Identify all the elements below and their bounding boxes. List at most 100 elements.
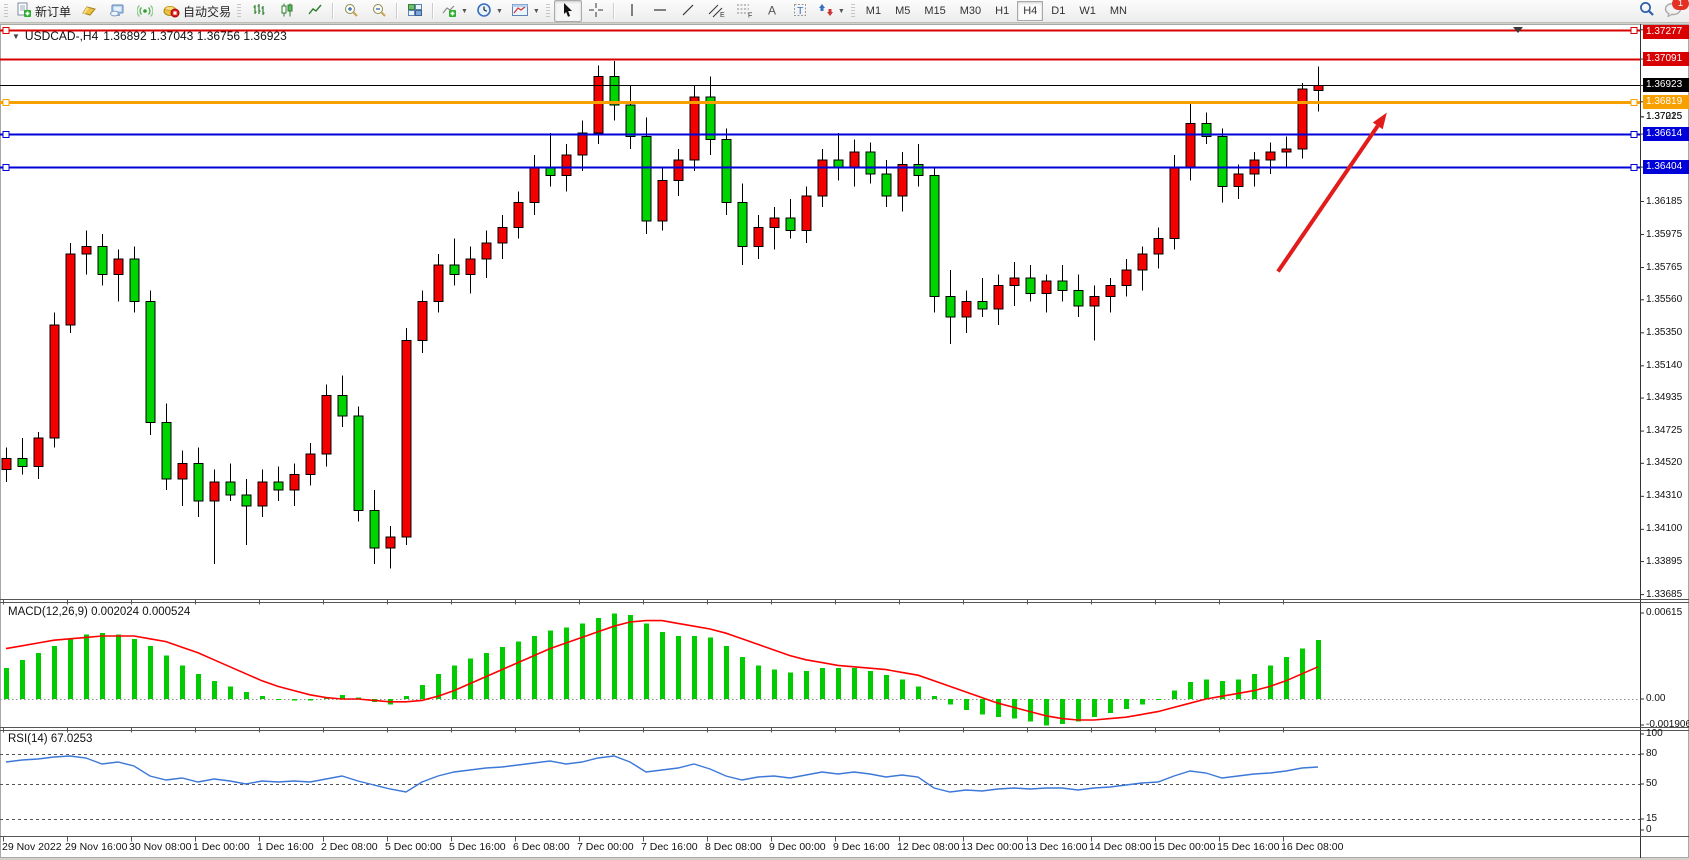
rsi-value: 67.0253	[50, 733, 93, 745]
time-tick-label: 29 Nov 16:00	[65, 841, 128, 853]
time-tick-label: 9 Dec 00:00	[769, 841, 826, 853]
line-handle[interactable]	[2, 27, 10, 34]
macd-signal-value: 0.000524	[142, 606, 191, 618]
tf-button-MN[interactable]: MN	[1109, 5, 1127, 17]
time-tick-label: 30 Nov 08:00	[129, 841, 192, 853]
autotrading-icon	[163, 2, 180, 21]
line-handle[interactable]	[2, 164, 10, 171]
toolbar: 新订单 自动交易	[0, 0, 1689, 23]
price-badge-1.36923: 1.36923	[1643, 78, 1689, 93]
time-tick-label: 7 Dec 00:00	[577, 841, 634, 853]
rsi-axis-label: 80	[1646, 748, 1658, 759]
macd-name: MACD(12,26,9)	[8, 606, 88, 618]
vertical-line-icon	[626, 2, 638, 21]
toolbar-grip[interactable]	[237, 3, 242, 19]
text-label-icon: T	[792, 2, 808, 21]
tile-windows-button[interactable]	[401, 0, 429, 22]
svg-text:T: T	[797, 5, 804, 17]
search-icon[interactable]	[1638, 0, 1656, 23]
line-handle[interactable]	[2, 99, 10, 106]
dropdown-arrow-icon: ▼	[532, 7, 540, 15]
tf-button-H4[interactable]: H4	[1017, 1, 1044, 21]
tf-button-D1[interactable]: D1	[1051, 5, 1066, 17]
tf-button-M1[interactable]: M1	[865, 5, 882, 17]
toolbar-grip[interactable]	[545, 3, 550, 19]
virtual-hosting-button[interactable]	[103, 0, 131, 22]
rsi-axis-label: 100	[1646, 728, 1663, 739]
toolbar-separator	[612, 3, 615, 19]
price-tick-label: 1.34725	[1646, 425, 1683, 437]
cursor-button[interactable]	[553, 0, 582, 22]
price-tick-label: 1.35560	[1646, 293, 1683, 305]
horizontal-line-button[interactable]	[646, 0, 674, 22]
equidistant-channel-button[interactable]: E	[702, 0, 730, 22]
horizontal-line-icon	[652, 2, 668, 21]
macd-indicator-label: MACD(12,26,9) 0.002024 0.000524	[8, 606, 190, 618]
price-badge-1.37277: 1.37277	[1643, 25, 1689, 39]
crosshair-button[interactable]	[582, 0, 610, 22]
crosshair-icon	[588, 2, 604, 21]
autotrading-button[interactable]: 自动交易	[159, 0, 235, 22]
chart-shift-marker[interactable]	[1513, 27, 1523, 33]
bar-chart-icon	[251, 2, 267, 21]
price-tick-label: 1.35350	[1646, 326, 1683, 338]
vertical-line-button[interactable]	[618, 0, 646, 22]
tf-button-M30[interactable]: M30	[959, 5, 982, 17]
price-badge-1.36614: 1.36614	[1643, 127, 1689, 142]
time-tick-label: 5 Dec 16:00	[449, 841, 506, 853]
price-tick-label: 1.33685	[1646, 588, 1683, 600]
text-label-button[interactable]: T	[786, 0, 814, 22]
line-handle[interactable]	[1630, 99, 1638, 106]
tf-button-M5[interactable]: M5	[895, 5, 911, 17]
line-handle[interactable]	[1630, 27, 1638, 34]
hline-objects	[0, 27, 1640, 171]
text-button[interactable]: A	[758, 0, 786, 22]
toolbar-grip[interactable]	[4, 3, 8, 19]
indicators-button[interactable]: ▼	[437, 0, 472, 22]
one-click-collapse-icon[interactable]: ▼	[12, 31, 20, 41]
tf-button-H1[interactable]: H1	[995, 5, 1010, 17]
toolbar-grip[interactable]	[850, 3, 855, 19]
chart-symbol-period: USDCAD-,H4	[24, 29, 99, 43]
tf-button-W1[interactable]: W1	[1079, 5, 1096, 17]
trendline-icon	[680, 2, 696, 21]
periods-button[interactable]: ▼	[472, 0, 507, 22]
macd-signal-line	[5, 619, 1319, 721]
equidistant-channel-icon: E	[707, 2, 725, 21]
tile-windows-icon	[407, 2, 423, 21]
line-handle[interactable]	[2, 131, 10, 138]
clock-icon	[476, 2, 492, 21]
toolbar-separator	[396, 3, 399, 19]
timeframe-group: M1 M5 M15 M30 H1 H4 D1 W1 MN	[859, 1, 1134, 21]
candles-series	[1, 60, 1324, 569]
price-chart[interactable]	[0, 24, 1689, 858]
rsi-axis-label: 15	[1646, 813, 1658, 824]
zoom-out-button[interactable]	[365, 0, 393, 22]
notifications-button[interactable]: 1	[1664, 0, 1689, 22]
zoom-in-button[interactable]	[337, 0, 365, 22]
macd-axis-label: 0.00	[1646, 693, 1666, 704]
market-button[interactable]	[75, 0, 103, 22]
line-handle[interactable]	[1630, 131, 1638, 138]
trendline-button[interactable]	[674, 0, 702, 22]
templates-button[interactable]: ▼	[507, 0, 544, 22]
time-tick-label: 5 Dec 00:00	[385, 841, 442, 853]
time-tick-label: 1 Dec 16:00	[257, 841, 314, 853]
price-tick-label: 1.34100	[1646, 523, 1683, 535]
dropdown-arrow-icon: ▼	[837, 7, 845, 15]
arrows-objects-button[interactable]: ▼	[814, 0, 849, 22]
line-chart-button[interactable]	[301, 0, 329, 22]
price-tick-label: 1.35765	[1646, 261, 1683, 273]
toolbar-separator	[332, 3, 335, 19]
trend-arrow-annotation[interactable]	[1276, 112, 1387, 273]
candlestick-chart-button[interactable]	[273, 0, 301, 22]
tf-button-M15[interactable]: M15	[924, 5, 946, 17]
cursor-icon	[560, 2, 576, 21]
signals-button[interactable]	[131, 0, 159, 22]
new-order-button[interactable]: 新订单	[12, 0, 75, 22]
bar-chart-button[interactable]	[245, 0, 273, 22]
fibonacci-button[interactable]: F	[730, 0, 758, 22]
new-order-label: 新订单	[35, 4, 72, 19]
line-handle[interactable]	[1630, 164, 1638, 171]
template-icon	[511, 2, 529, 21]
